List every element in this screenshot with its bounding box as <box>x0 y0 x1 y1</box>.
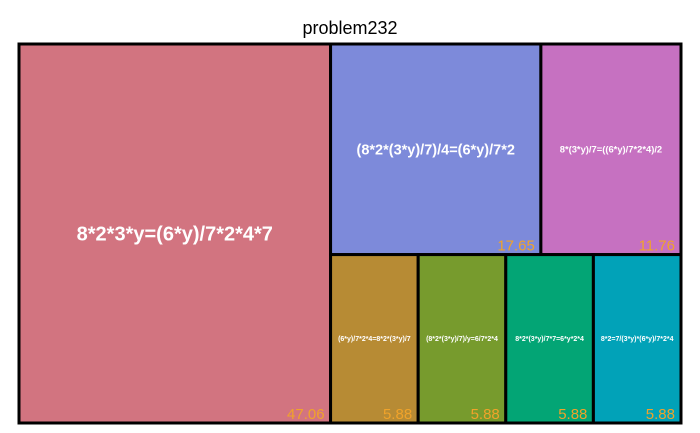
treemap-tile: 8*2*3*y=(6*y)/7*2*4*7 47.06 <box>17 42 333 425</box>
treemap-tile: 8*2=7/(3*y)*(6*y)/7*2*4 5.88 <box>591 253 683 425</box>
tile-value: 5.88 <box>383 406 412 423</box>
tile-rect <box>416 253 508 425</box>
tile-value: 47.06 <box>287 406 325 423</box>
tile-rect <box>504 253 595 425</box>
treemap-tiles: 8*2*3*y=(6*y)/7*2*4*7 47.06 (8*2*(3*y)/7)/… <box>17 42 683 425</box>
tile-rect <box>329 42 543 257</box>
treemap-tile: 8*(3*y)/7=((6*y)/7*2*4)/2 11.76 <box>539 42 683 257</box>
tile-label: 8*2*(3*y)/7*7=6*y*2*4 <box>515 336 584 343</box>
tile-value: 5.88 <box>558 406 587 423</box>
tile-value: 17.65 <box>497 238 535 255</box>
tile-label: (6*y)/7*2*4=8*2*(3*y)/7 <box>338 336 411 343</box>
treemap-tile: (8*2*(3*y)/7)/4=(6*y)/7*2 17.65 <box>329 42 543 257</box>
tile-rect <box>591 253 683 425</box>
tile-rect <box>17 42 333 425</box>
tile-label: (8*2*(3*y)/7)/y=6/7*2*4 <box>426 336 498 343</box>
tile-value: 5.88 <box>471 406 500 423</box>
treemap-tile: (6*y)/7*2*4=8*2*(3*y)/7 5.88 <box>329 253 420 425</box>
treemap-tile: 8*2*(3*y)/7*7=6*y*2*4 5.88 <box>504 253 595 425</box>
tile-label: 8*2=7/(3*y)*(6*y)/7*2*4 <box>601 336 674 343</box>
tile-label: 8*2*3*y=(6*y)/7*2*4*7 <box>77 224 273 246</box>
chart-title: problem232 <box>302 18 397 38</box>
tile-value: 5.88 <box>646 406 675 423</box>
tile-rect <box>539 42 683 257</box>
tile-label: 8*(3*y)/7=((6*y)/7*2*4)/2 <box>560 144 662 155</box>
tile-label: (8*2*(3*y)/7)/4=(6*y)/7*2 <box>357 142 515 158</box>
treemap-tile: (8*2*(3*y)/7)/y=6/7*2*4 5.88 <box>416 253 508 425</box>
tile-value: 11.76 <box>639 238 675 255</box>
